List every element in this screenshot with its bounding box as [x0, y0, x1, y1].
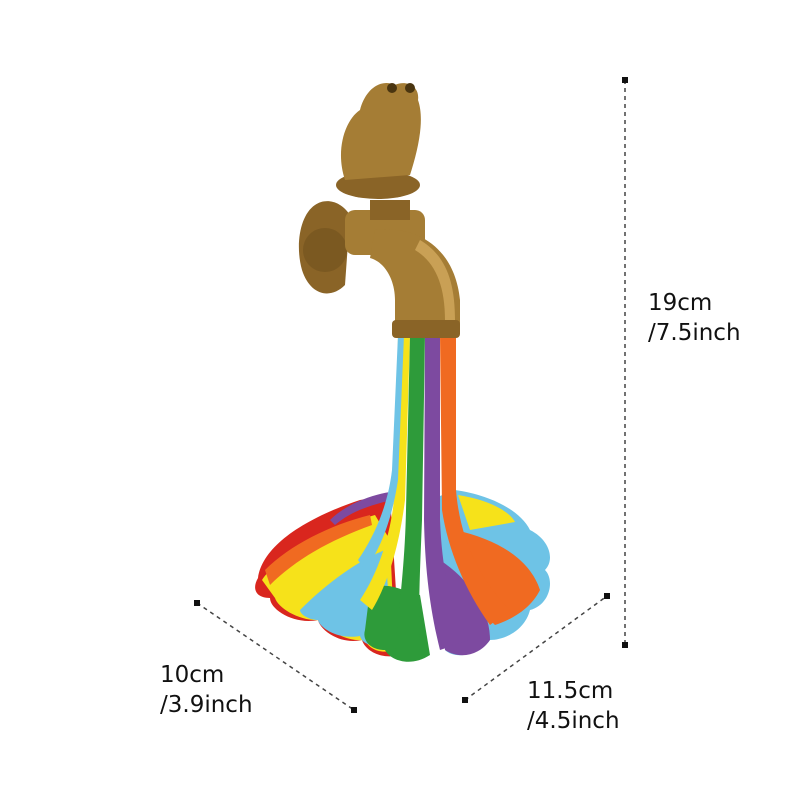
depth-label: 11.5cm /4.5inch	[527, 676, 620, 736]
height-label: 19cm /7.5inch	[648, 288, 741, 348]
height-inch: /7.5inch	[648, 320, 741, 346]
frog-figurine	[340, 82, 421, 180]
dimension-lines	[196, 80, 626, 711]
depth-cm: 11.5cm	[527, 678, 614, 704]
rainbow-stream	[358, 335, 510, 650]
brass-faucet	[298, 82, 460, 338]
width-cm: 10cm	[160, 662, 225, 688]
width-inch: /3.9inch	[160, 692, 253, 718]
depth-inch: /4.5inch	[527, 708, 620, 734]
height-cm: 19cm	[648, 290, 713, 316]
depth-dimension-line	[464, 595, 608, 701]
width-label: 10cm /3.9inch	[160, 660, 253, 720]
